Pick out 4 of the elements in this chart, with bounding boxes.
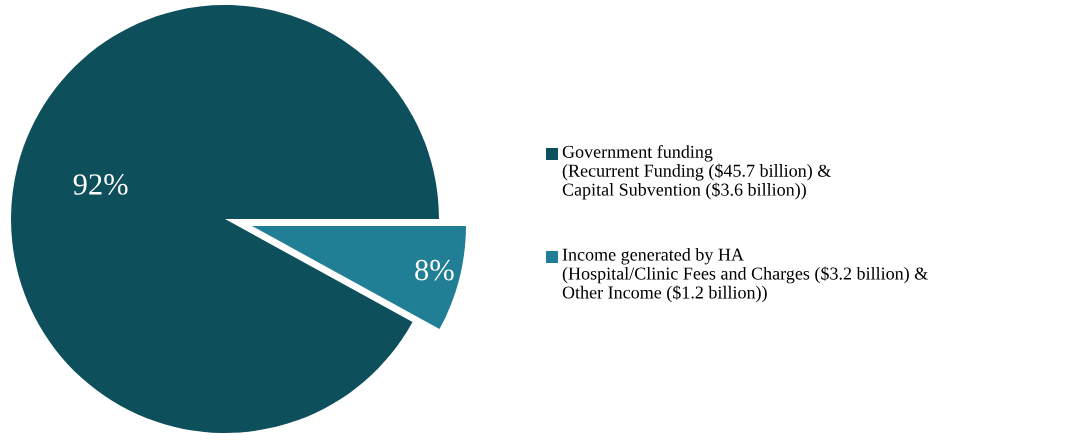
legend-label: Government funding (Recurrent Funding ($45.7 billion) & Capital Subvention ($3.6 billion)) xyxy=(562,145,831,200)
legend-label: Income generated by HA (Hospital/Clinic Fees and Charges ($3.2 billion) & Other Income ($1.2 billion)) xyxy=(562,248,928,303)
data-label: 8% xyxy=(415,259,454,281)
data-label: 92% xyxy=(73,174,128,195)
